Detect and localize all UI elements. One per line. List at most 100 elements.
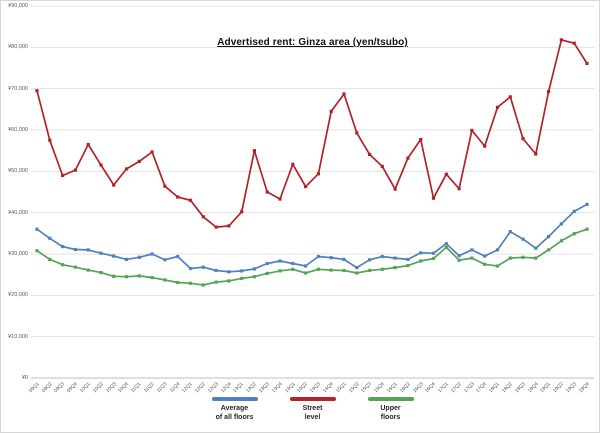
data-point-marker [163, 278, 167, 282]
data-point-marker [61, 245, 65, 249]
chart-title: Advertised rent: Ginza area (yen/tsubo) [217, 37, 408, 48]
data-point-marker [291, 267, 295, 271]
data-point-marker [201, 283, 205, 287]
data-point-marker [48, 236, 52, 240]
data-point-marker [316, 172, 320, 176]
data-point-marker [380, 164, 384, 168]
data-point-marker [316, 254, 320, 259]
data-point-marker [304, 185, 308, 189]
data-point-marker [431, 256, 436, 261]
data-point-marker [559, 222, 563, 226]
data-point-marker [73, 247, 77, 252]
data-point-marker [73, 168, 77, 172]
legend-swatch-street-level-line [289, 397, 336, 401]
y-tick-label: ¥90,000 [8, 3, 28, 9]
data-point-marker [137, 255, 141, 259]
data-point-marker [265, 261, 269, 266]
data-point-marker [137, 159, 141, 163]
legend-item-street-level: Street level [282, 397, 344, 422]
data-point-marker [444, 242, 448, 246]
data-point-marker [508, 256, 512, 260]
y-tick-label: ¥50,000 [8, 168, 28, 175]
data-point-marker [393, 187, 397, 191]
data-point-marker [163, 258, 167, 262]
data-point-marker [431, 251, 436, 255]
chart-legend: Average of all floors Street level Upper… [31, 397, 594, 422]
y-tick-label: ¥80,000 [8, 44, 28, 51]
data-point-marker [406, 264, 410, 268]
data-point-marker [35, 227, 39, 231]
data-point-marker [547, 235, 551, 239]
data-point-marker [368, 268, 372, 273]
legend-label-line: of all floors [215, 413, 254, 421]
data-point-marker [304, 271, 308, 275]
data-point-marker [124, 257, 129, 261]
data-point-marker [534, 256, 538, 260]
y-tick-label: ¥10,000 [8, 333, 28, 340]
data-point-marker [188, 266, 193, 271]
data-point-marker [457, 187, 461, 191]
legend-swatch-upper-floors-line [367, 397, 414, 401]
data-point-marker [572, 209, 576, 213]
data-point-marker [150, 276, 154, 280]
data-point-marker [291, 162, 295, 166]
data-point-marker [124, 167, 129, 171]
data-point-marker [444, 172, 448, 176]
y-tick-label: ¥30,000 [8, 251, 28, 257]
data-point-marker [547, 90, 551, 94]
legend-item-upper-floors: Upper floors [360, 397, 422, 422]
data-point-marker [406, 257, 410, 261]
data-point-marker [188, 281, 193, 285]
data-point-marker [278, 197, 282, 201]
data-point-marker [368, 258, 372, 262]
y-tick-label: ¥0 [21, 375, 28, 381]
legend-item-average-of-all-floors: Average of all floors [204, 397, 266, 422]
legend-swatch-average-line [211, 397, 258, 401]
data-point-marker [316, 267, 320, 271]
legend-label-line: floors [380, 413, 401, 421]
data-point-marker [86, 268, 90, 272]
data-point-marker [48, 257, 52, 261]
data-point-marker [227, 270, 231, 274]
data-point-marker [393, 266, 397, 270]
data-point-marker [483, 254, 487, 258]
data-point-marker [112, 274, 116, 278]
data-point-marker [137, 274, 141, 278]
data-point-marker [329, 268, 333, 272]
legend-label-street-level: Street level [303, 404, 323, 423]
data-point-marker [48, 138, 52, 142]
data-point-marker [188, 198, 193, 202]
data-point-marker [86, 142, 90, 147]
data-point-marker [214, 268, 218, 273]
data-point-marker [73, 265, 77, 269]
data-point-marker [559, 239, 563, 243]
data-point-marker [329, 256, 333, 260]
data-point-marker [252, 275, 256, 279]
data-point-marker [483, 144, 487, 148]
data-point-marker [457, 258, 461, 262]
data-point-marker [265, 190, 269, 194]
data-point-marker [227, 224, 231, 228]
data-point-marker [124, 275, 129, 279]
data-point-marker [342, 268, 346, 273]
data-point-marker [240, 269, 244, 273]
data-point-marker [572, 232, 576, 236]
legend-label-line: Street [302, 404, 323, 412]
data-point-marker [291, 261, 295, 266]
data-point-marker [495, 264, 500, 268]
data-point-marker [176, 280, 180, 285]
data-point-marker [380, 267, 384, 271]
data-point-marker [163, 184, 167, 188]
legend-label-average: Average of all floors [216, 404, 254, 423]
legend-label-line: Average [220, 404, 249, 412]
data-point-marker [508, 95, 512, 99]
data-point-marker [342, 92, 346, 96]
legend-label-line: level [304, 413, 321, 421]
data-point-marker [355, 266, 359, 270]
data-point-marker [176, 195, 180, 199]
data-point-marker [265, 271, 269, 275]
data-point-marker [521, 137, 525, 141]
data-point-marker [495, 105, 500, 109]
data-point-marker [419, 251, 423, 255]
